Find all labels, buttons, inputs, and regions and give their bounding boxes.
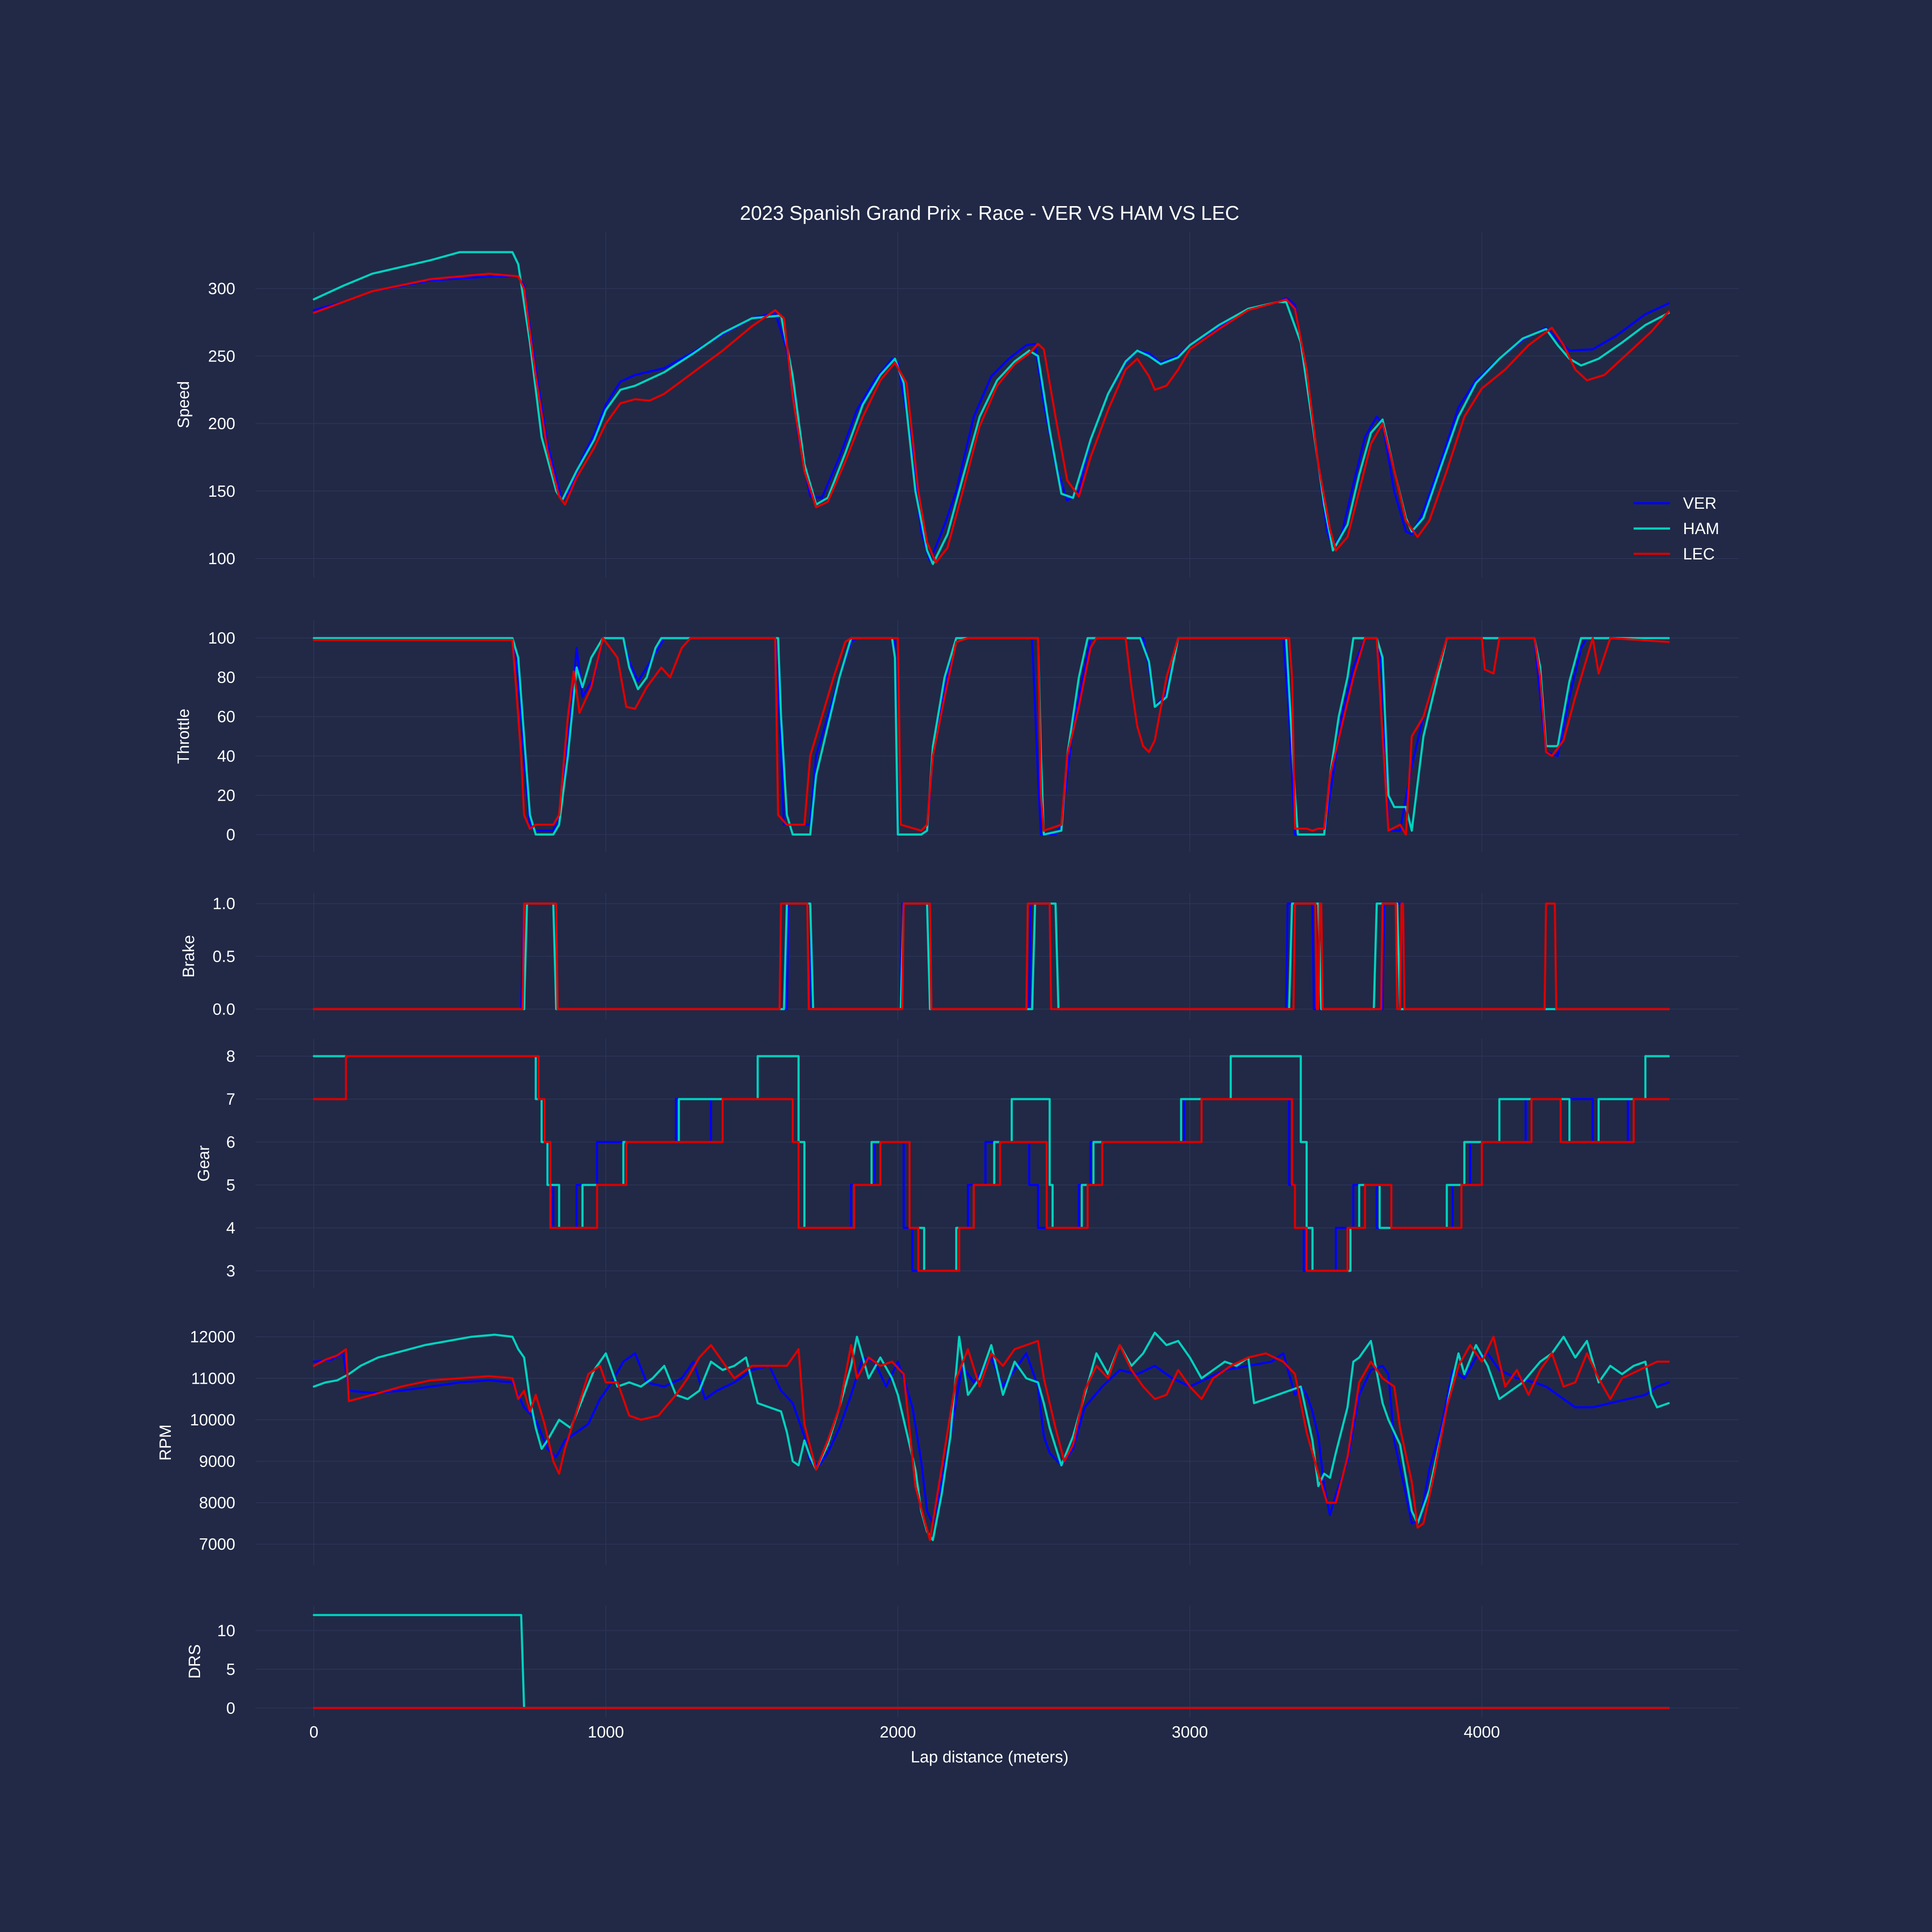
x-tick-label: 3000 bbox=[1172, 1723, 1208, 1741]
y-tick-label: 10000 bbox=[190, 1411, 235, 1429]
chart-title: 2023 Spanish Grand Prix - Race - VER VS … bbox=[740, 202, 1239, 224]
panel-brake: 0.0 0.5 1.0 Brake bbox=[180, 893, 1739, 1020]
y-tick-label: 5 bbox=[226, 1176, 235, 1194]
x-axis-label: Lap distance (meters) bbox=[911, 1748, 1069, 1766]
panel-drs: 0 5 10 DRS 0 1000 2000 3000 4000 bbox=[186, 1606, 1739, 1741]
subplot-stack: 100150200250300SpeedVERHAMLEC02040608010… bbox=[157, 232, 1739, 1741]
y-tick-label: 6 bbox=[226, 1133, 235, 1151]
y-tick-label: 60 bbox=[217, 708, 235, 726]
y-axis-label: RPM bbox=[157, 1425, 175, 1461]
y-axis-label: Speed bbox=[175, 381, 193, 428]
panel-speed: 100 150 200 250 300 Speed VER HAM LEC bbox=[175, 232, 1739, 577]
y-tick-label: 80 bbox=[217, 669, 235, 687]
y-tick-label: 20 bbox=[217, 787, 235, 805]
panel-rpm: 7000 8000 9000 10000 11000 12000 RPM bbox=[157, 1320, 1739, 1565]
y-tick-label: 100 bbox=[208, 629, 235, 647]
y-tick-label: 40 bbox=[217, 747, 235, 766]
series-lec-line bbox=[313, 1336, 1670, 1541]
y-tick-label: 150 bbox=[208, 483, 235, 501]
y-axis-label: DRS bbox=[186, 1644, 204, 1679]
y-tick-label: 12000 bbox=[190, 1328, 235, 1346]
y-tick-label: 11000 bbox=[191, 1370, 235, 1388]
series-lec-line bbox=[313, 273, 1670, 564]
y-tick-label: 3 bbox=[226, 1262, 235, 1280]
series-ham-line bbox=[313, 251, 1670, 565]
x-tick-label: 4000 bbox=[1464, 1723, 1500, 1741]
y-tick-label: 8 bbox=[226, 1048, 235, 1066]
y-tick-label: 9000 bbox=[199, 1452, 235, 1470]
y-tick-label: 200 bbox=[208, 415, 235, 433]
y-tick-label: 1.0 bbox=[213, 895, 235, 913]
y-tick-label: 0.0 bbox=[213, 1000, 235, 1018]
panel-throttle: 0 20 40 60 80 100 Throttle bbox=[175, 620, 1739, 852]
series-lec-line bbox=[313, 902, 1670, 1010]
x-tick-label: 2000 bbox=[880, 1723, 916, 1741]
series-lec-line bbox=[313, 637, 1670, 836]
series-ver-line bbox=[313, 1352, 1670, 1525]
y-axis-label: Brake bbox=[180, 935, 198, 978]
y-tick-label: 7000 bbox=[199, 1536, 235, 1554]
y-tick-label: 4 bbox=[226, 1219, 235, 1237]
y-tick-label: 0 bbox=[226, 826, 235, 844]
y-tick-label: 7 bbox=[226, 1091, 235, 1109]
y-axis-label: Throttle bbox=[175, 709, 193, 764]
y-tick-label: 300 bbox=[208, 280, 235, 298]
y-tick-label: 100 bbox=[208, 550, 235, 568]
x-tick-label: 0 bbox=[309, 1723, 318, 1741]
y-tick-label: 0.5 bbox=[213, 948, 235, 966]
series-ver-line bbox=[313, 1055, 1670, 1272]
y-tick-label: 5 bbox=[226, 1661, 235, 1679]
y-axis-label: Gear bbox=[195, 1145, 213, 1182]
y-tick-label: 8000 bbox=[199, 1494, 235, 1512]
panel-gear: 3 4 5 6 7 8 Gear bbox=[195, 1039, 1739, 1288]
legend-label-ver: VER bbox=[1683, 495, 1716, 513]
x-tick-label: 1000 bbox=[588, 1723, 624, 1741]
y-tick-label: 0 bbox=[226, 1699, 235, 1717]
y-tick-label: 250 bbox=[208, 347, 235, 365]
series-lec-line bbox=[313, 1055, 1670, 1272]
y-tick-label: 10 bbox=[217, 1622, 235, 1640]
legend-label-ham: HAM bbox=[1683, 520, 1719, 538]
legend-label-lec: LEC bbox=[1683, 545, 1715, 563]
legend: VER HAM LEC bbox=[1634, 495, 1719, 563]
